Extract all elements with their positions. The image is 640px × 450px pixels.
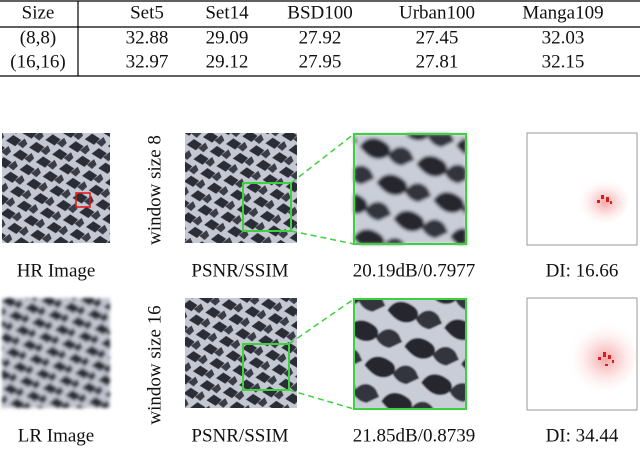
cell: 27.81 [416,51,459,72]
cell: 32.15 [542,51,585,72]
cell: 27.45 [416,27,459,48]
header-cell: Size [22,2,55,23]
score: 20.19dB/0.7977 [353,260,475,281]
zoom-line [290,133,355,184]
metric-label: PSNR/SSIM [191,425,288,446]
window-label: window size 8 [144,135,165,245]
zoom-line [290,230,355,245]
zoom-box [242,343,290,391]
zoom-line [288,389,355,410]
figure-row: LR Image window size 16 PSNR/SSIM 21.85d… [2,297,638,446]
cell: 27.95 [299,51,342,72]
zoom-line [288,298,355,345]
cell: 29.09 [206,27,249,48]
cell: 29.12 [206,51,249,72]
cell: 32.03 [542,27,585,48]
di-heat [556,317,636,393]
di-hotspot [597,195,612,204]
header-cell: Set14 [205,2,249,23]
header-cell: Urban100 [399,2,475,23]
cell: 27.92 [299,27,342,48]
zoom-image [354,134,466,244]
zoom-frame [353,298,467,410]
cell: (16,16) [10,51,65,72]
di-hotspot [598,352,614,366]
image-label: HR Image [17,260,96,281]
image-label: LR Image [18,425,95,446]
hr-image [2,133,110,243]
zoom-box [242,182,292,232]
header-cell: BSD100 [287,2,352,23]
sr-image [185,298,297,408]
window-label: window size 16 [144,305,165,424]
zoom-image [354,299,466,409]
cell: 32.97 [126,51,169,72]
header-cell: Manga109 [522,2,603,23]
lr-image [2,298,110,408]
di-label: DI: 34.44 [546,425,619,446]
figure-row: HR Image window size 8 PSNR/SSIM 20.19dB… [2,132,638,281]
score: 21.85dB/0.8739 [353,425,475,446]
crop-box [75,192,91,208]
di-label: DI: 16.66 [546,260,619,281]
header-cell: Set5 [130,2,164,23]
cell: (8,8) [20,27,56,48]
zoom-frame [353,133,467,245]
sr-image [185,133,297,243]
cell: 32.88 [126,27,169,48]
table: Size Set5 Set14 BSD100 Urban100 Manga109… [0,0,640,77]
metric-label: PSNR/SSIM [191,260,288,281]
